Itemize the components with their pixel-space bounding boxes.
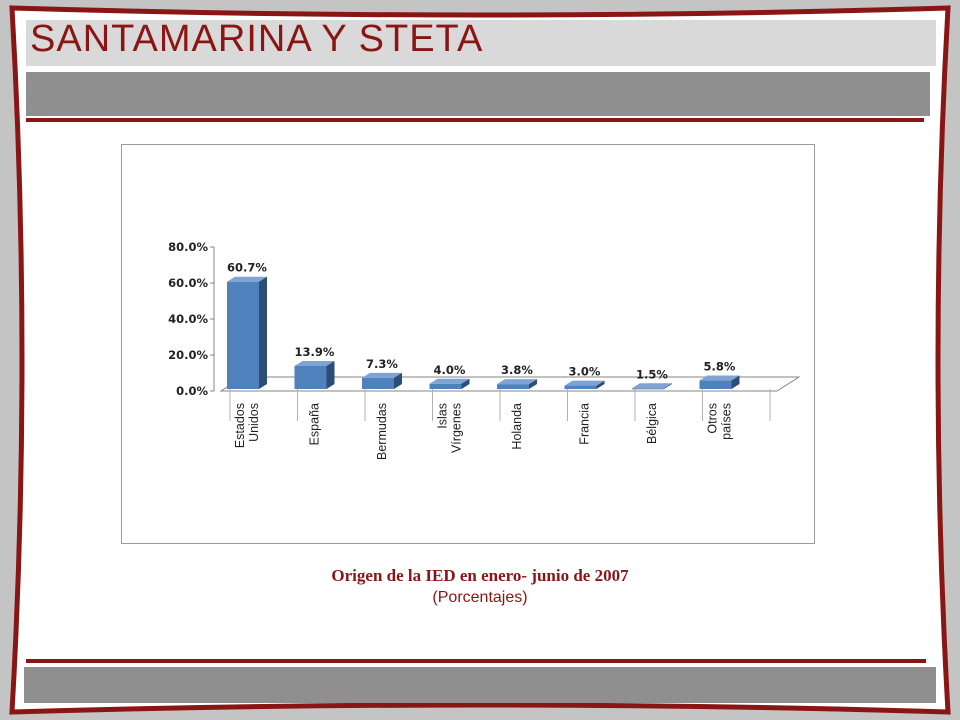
x-tick-label: EstadosUnidos bbox=[233, 403, 261, 448]
header-band-light bbox=[26, 20, 936, 66]
bar-top bbox=[497, 379, 537, 385]
x-tick-label: Otrospaíses bbox=[706, 403, 734, 440]
x-tick-label-line: Unidos bbox=[247, 403, 261, 442]
data-label: 5.8% bbox=[704, 360, 736, 374]
bar-front bbox=[564, 385, 597, 389]
x-tick-label: Bélgica bbox=[645, 403, 659, 444]
x-tick-label-line: países bbox=[720, 403, 734, 440]
bar-side bbox=[461, 378, 470, 389]
bar-side bbox=[529, 379, 537, 389]
chart-area: 0.0% 20.0% 40.0% 60.0% 80.0% 60.7% EstadosUnid… bbox=[121, 144, 815, 544]
bar-chart: 0.0% 20.0% 40.0% 60.0% 80.0% 60.7% EstadosUnid… bbox=[168, 240, 801, 460]
y-tick-label: 20.0% bbox=[168, 348, 208, 362]
bar-top bbox=[294, 360, 335, 366]
x-tick-label: IslasVírgenes bbox=[436, 403, 464, 453]
bar-side bbox=[259, 276, 267, 389]
bar-side bbox=[326, 360, 335, 389]
x-tick-label-line: Bélgica bbox=[645, 403, 659, 444]
bar-top bbox=[362, 372, 402, 378]
bar-front bbox=[362, 377, 394, 389]
data-label: 4.0% bbox=[434, 363, 466, 377]
caption-subtitle: (Porcentajes) bbox=[432, 589, 528, 606]
x-tick-label: España bbox=[308, 403, 322, 445]
data-label: 7.3% bbox=[366, 357, 398, 371]
bar-front bbox=[497, 384, 529, 389]
bar bbox=[632, 383, 672, 390]
footer-band bbox=[24, 667, 936, 703]
bar-side bbox=[394, 372, 402, 389]
bar bbox=[564, 380, 605, 389]
y-tick-label: 40.0% bbox=[168, 312, 208, 326]
x-tick-label-line: Bermudas bbox=[375, 403, 389, 460]
y-tick-label: 0.0% bbox=[176, 384, 208, 398]
bar-top bbox=[227, 276, 267, 282]
header-rule bbox=[26, 118, 924, 122]
bar bbox=[362, 372, 402, 389]
bar-side bbox=[664, 383, 672, 389]
y-tick-label: 80.0% bbox=[168, 240, 208, 254]
x-tick-label-line: Otros bbox=[706, 403, 720, 434]
bar-front bbox=[294, 365, 327, 389]
bar-front bbox=[699, 380, 732, 389]
bar-front bbox=[429, 383, 462, 389]
x-tick-label-line: España bbox=[308, 403, 322, 445]
x-tick-label: Bermudas bbox=[375, 403, 389, 460]
bar-side bbox=[596, 380, 605, 389]
chart-caption: Origen de la IED en enero- junio de 2007… bbox=[0, 566, 960, 607]
brand-title: SANTAMARINA Y STETA bbox=[30, 18, 484, 60]
data-label: 3.0% bbox=[569, 365, 601, 379]
x-tick-label: Francia bbox=[578, 403, 592, 445]
caption-title: Origen de la IED en enero- junio de 2007 bbox=[331, 566, 629, 585]
bar-top bbox=[429, 378, 470, 384]
x-tick-label-line: Francia bbox=[578, 403, 592, 445]
bar bbox=[429, 378, 470, 389]
bar bbox=[497, 379, 537, 389]
y-tick-label: 60.0% bbox=[168, 276, 208, 290]
bar-top bbox=[564, 380, 605, 386]
x-tick-label-line: Islas bbox=[436, 403, 450, 429]
bar bbox=[294, 360, 335, 389]
x-tick-label-line: Vírgenes bbox=[450, 403, 464, 453]
bar bbox=[699, 375, 740, 389]
bar-top bbox=[699, 375, 740, 381]
bar-top bbox=[632, 383, 672, 389]
x-tick-label: Holanda bbox=[510, 403, 524, 450]
x-tick-label-line: Holanda bbox=[510, 403, 524, 450]
data-label: 3.8% bbox=[501, 363, 533, 377]
header-band-dark bbox=[26, 72, 930, 116]
bar-front bbox=[227, 281, 259, 389]
data-label: 13.9% bbox=[295, 345, 335, 359]
data-label: 1.5% bbox=[636, 367, 668, 381]
data-label: 60.7% bbox=[227, 261, 267, 275]
bar bbox=[227, 276, 267, 389]
bar-side bbox=[731, 375, 740, 389]
footer-rule bbox=[26, 659, 926, 663]
x-tick-label-line: Estados bbox=[233, 403, 247, 448]
bar-front bbox=[632, 388, 664, 390]
